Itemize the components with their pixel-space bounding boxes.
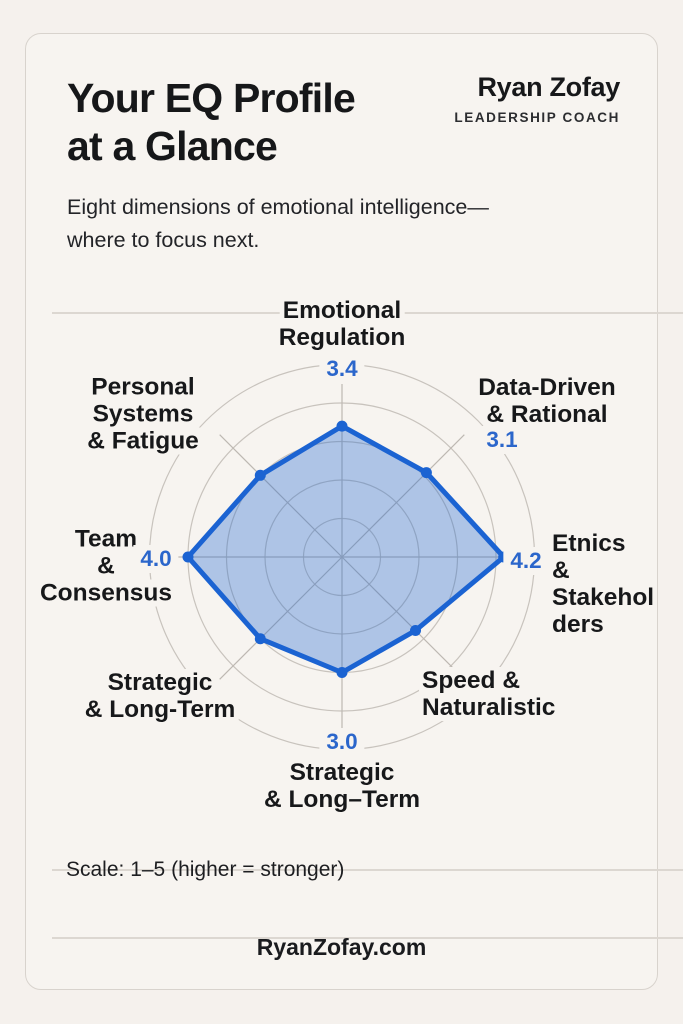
profile-card [25, 33, 683, 990]
axis-value-team-consensus: 4.0 [133, 545, 179, 573]
axis-label-team-consensus: Team & Consensus [36, 525, 176, 607]
axis-label-etnics-stakeholders: Etnics & Stakehol ders [549, 530, 658, 638]
footer-divider [52, 937, 683, 939]
scale-band-divider [52, 869, 683, 871]
brand-name: Ryan Zofay [477, 72, 620, 102]
scale-note: Scale: 1–5 (higher = stronger) [66, 858, 345, 881]
axis-value-etnics-stakeholders: 4.2 [503, 547, 549, 575]
website-text: RyanZofay.com [256, 934, 427, 960]
brand-block: Ryan Zofay LEADERSHIP COACH [454, 72, 620, 125]
axis-label-emotional-regulation: Emotional Regulation [275, 297, 409, 351]
axis-label-speed-naturalistic: Speed & Naturalistic [419, 667, 559, 721]
axis-value-strategic-long-term: 3.0 [319, 728, 365, 756]
axis-value-data-driven-rational: 3.1 [479, 426, 525, 454]
subtitle: Eight dimensions of emotional intelligen… [67, 195, 489, 252]
axis-label-data-driven-rational: Data-Driven & Rational [475, 374, 619, 428]
axis-label-strategic-long-term-left: Strategic & Long-Term [81, 669, 239, 723]
brand-role: LEADERSHIP COACH [454, 110, 620, 125]
axis-label-personal-systems-fatigue: Personal Systems & Fatigue [84, 373, 202, 455]
page-title: Your EQ Profile at a Glance [67, 75, 356, 169]
axis-label-strategic-long-term-bottom: Strategic & Long–Term [260, 759, 424, 813]
axis-value-emotional-regulation: 3.4 [319, 355, 365, 383]
